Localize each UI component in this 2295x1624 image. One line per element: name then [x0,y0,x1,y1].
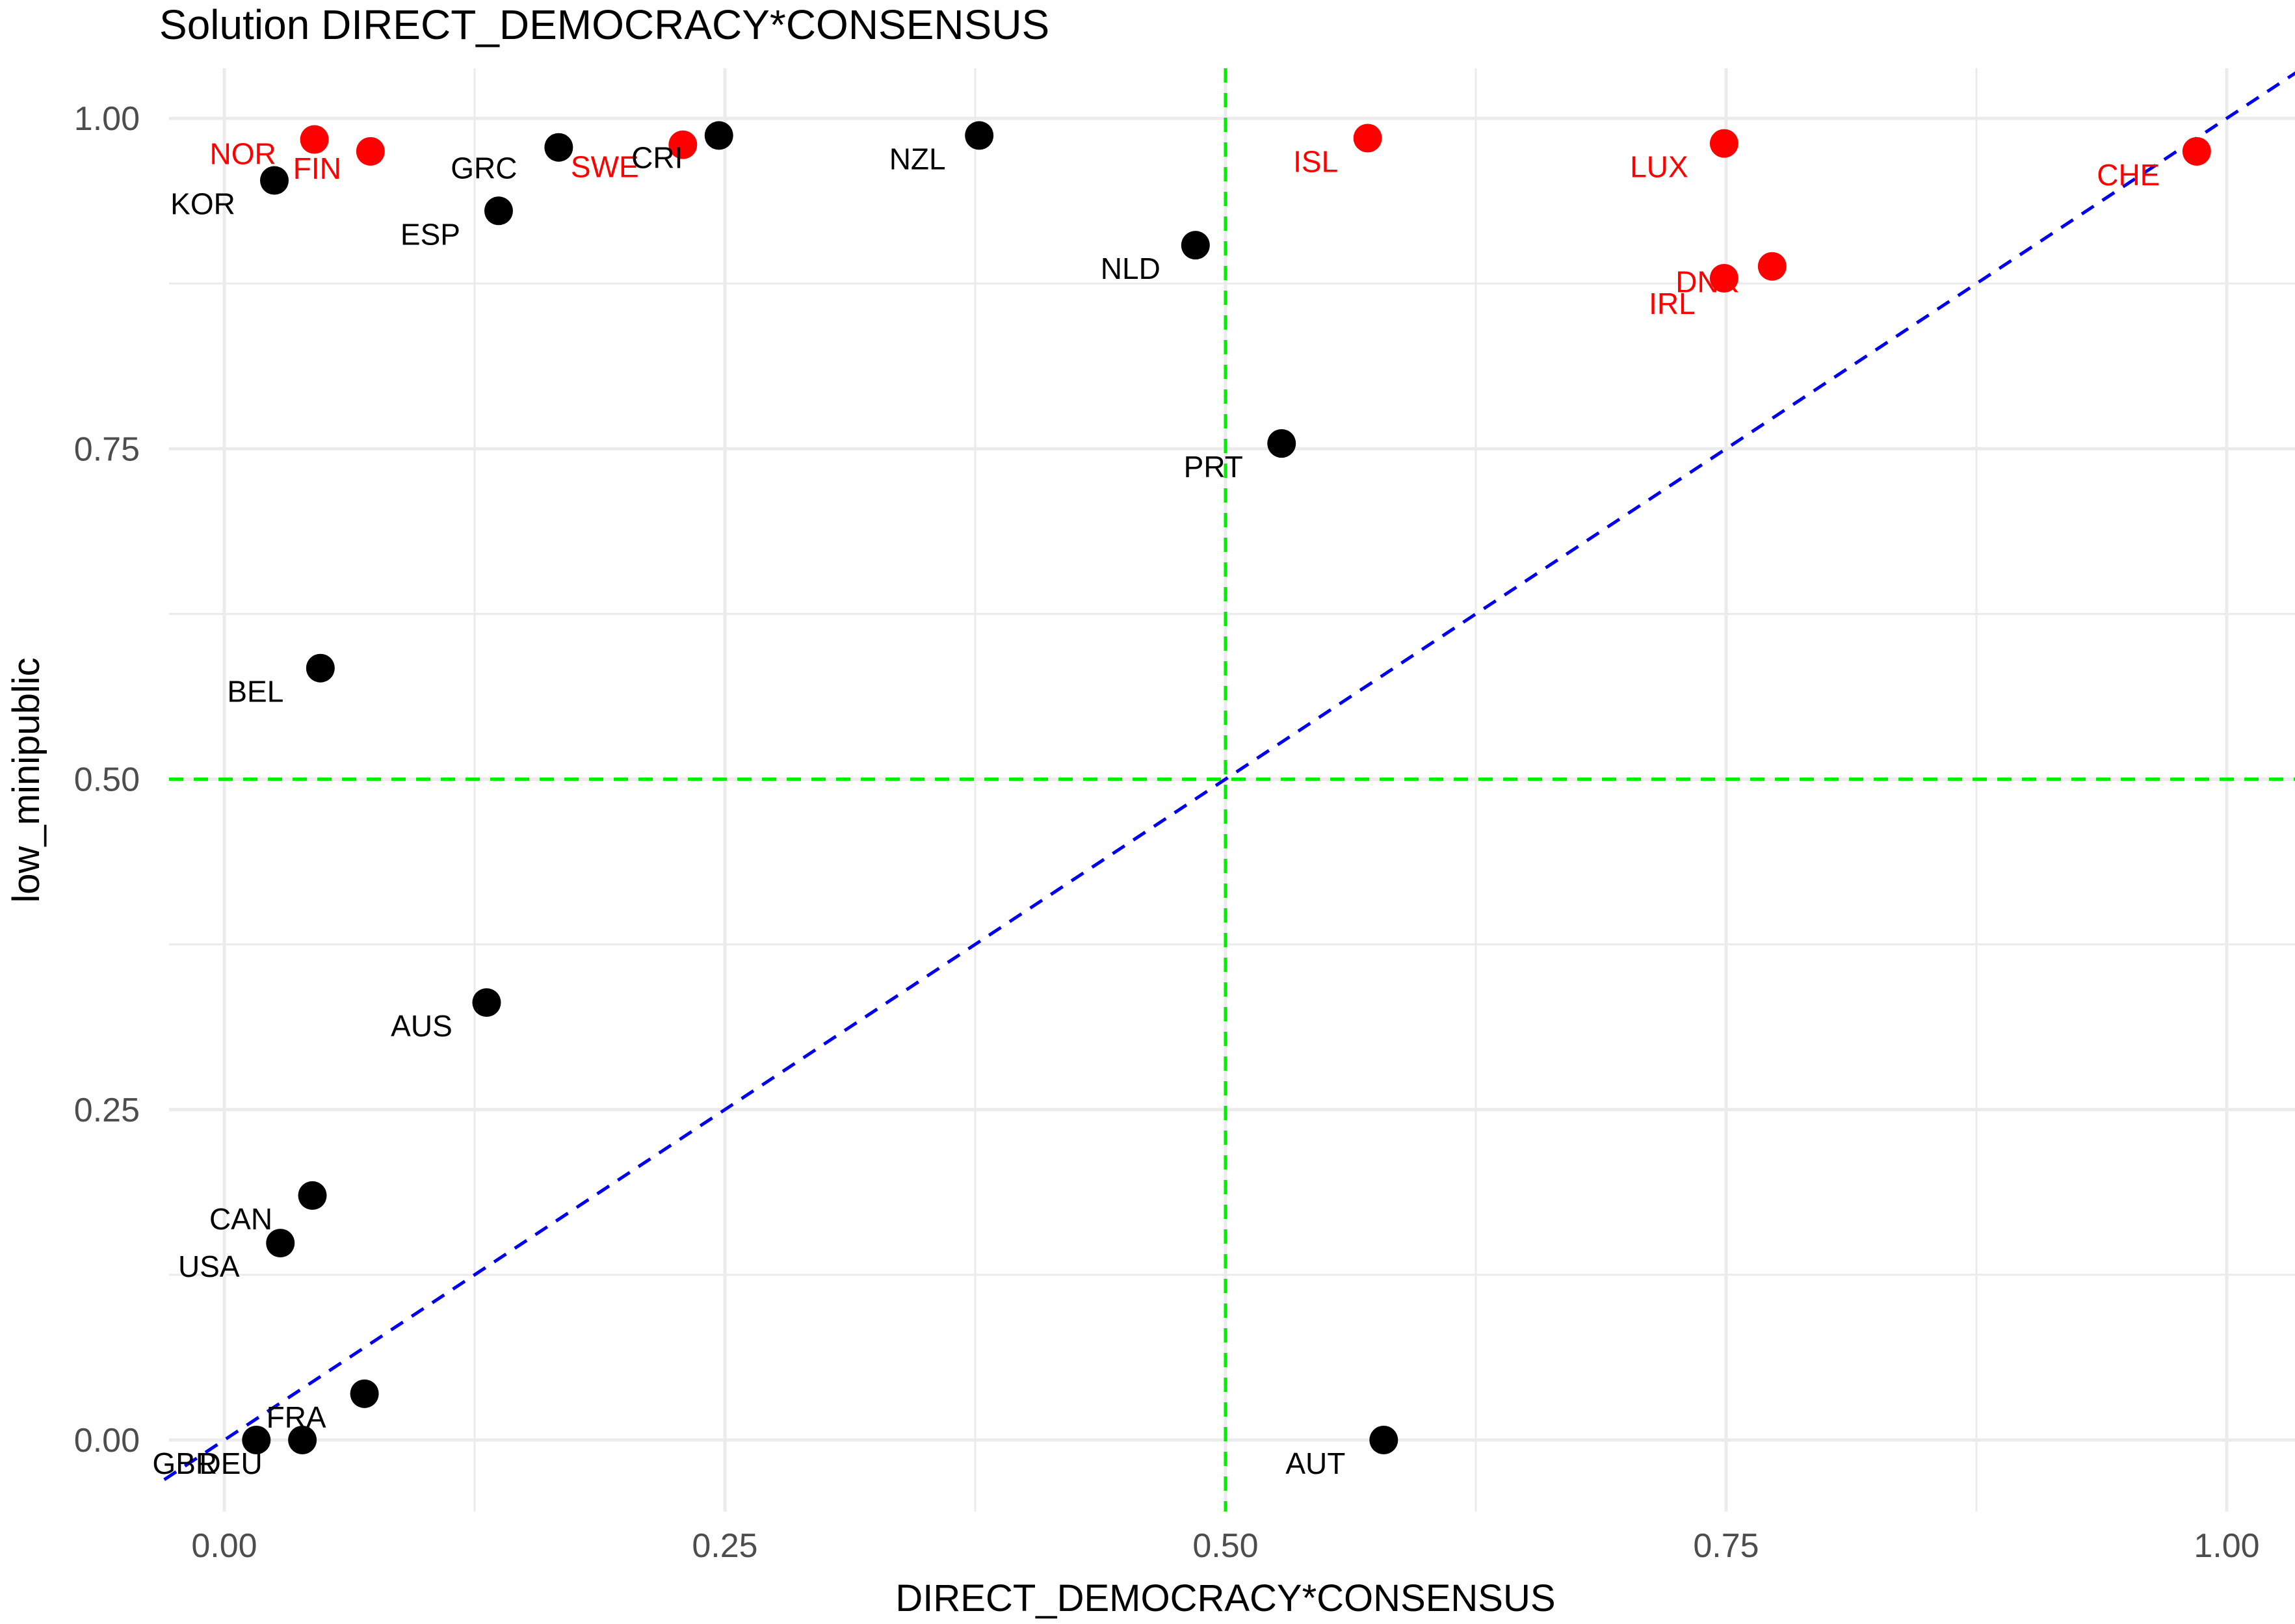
data-point-dnk [1757,252,1787,281]
data-point-grc [544,133,573,162]
y-tick-label: 0.25 [74,1092,140,1129]
data-point-aut [1369,1426,1398,1454]
x-tick-label: 0.50 [1192,1527,1258,1565]
chart-title: Solution DIRECT_DEMOCRACY*CONSENSUS [159,1,1049,48]
data-point-prt [1267,429,1296,458]
point-label-dnk: DNK [1675,265,1738,299]
data-point-usa [266,1229,295,1258]
point-label-fra: FRA [267,1400,326,1434]
y-axis-ticks: 0.00 0.25 0.50 0.75 1.00 [74,100,140,1460]
x-axis-ticks: 0.00 0.25 0.50 0.75 1.00 [191,1527,2259,1565]
data-point-kor [260,166,289,195]
point-label-cri: CRI [631,140,683,174]
point-label-gbr: GBR [152,1447,217,1480]
data-point-lux [1709,129,1738,158]
point-label-kor: KOR [170,187,235,221]
x-tick-label: 0.25 [692,1527,757,1565]
data-point-aus [472,988,501,1017]
data-point-isl [1353,124,1382,153]
data-point-fra [350,1379,379,1408]
data-point-nor [300,125,329,154]
y-tick-label: 1.00 [74,100,140,138]
point-label-fin: FIN [293,151,341,185]
point-label-nzl: NZL [889,142,946,176]
point-label-grc: GRC [451,151,517,185]
data-point-esp [484,196,513,226]
data-point-gbr [242,1426,271,1454]
data-point-cri [704,121,733,150]
point-label-bel: BEL [227,675,283,709]
point-label-aus: AUS [391,1009,452,1043]
data-point-che [2182,137,2211,166]
x-tick-label: 0.00 [191,1527,257,1565]
point-label-swe: SWE [571,150,639,184]
point-label-irl: IRL [1649,287,1696,321]
data-point-deu [288,1426,317,1454]
point-label-nld: NLD [1101,252,1161,285]
point-label-aut: AUT [1285,1447,1345,1480]
point-label-esp: ESP [400,217,460,251]
data-point-nld [1181,231,1210,260]
diagonal-reference-line [163,71,2295,1482]
x-tick-label: 1.00 [2194,1527,2259,1565]
grid-lines [169,68,2295,1512]
point-label-deu: DEU [200,1447,263,1480]
data-point-bel [306,653,335,683]
point-label-usa: USA [178,1250,240,1283]
y-tick-label: 0.50 [74,761,140,799]
point-label-prt: PRT [1184,450,1243,484]
reference-lines [163,68,2295,1512]
x-axis-title: DIRECT_DEMOCRACY*CONSENSUS [895,1577,1555,1619]
point-label-lux: LUX [1630,150,1688,184]
y-tick-label: 0.00 [74,1422,140,1460]
data-points [242,121,2211,1454]
y-tick-label: 0.75 [74,430,140,468]
data-point-irl [1709,263,1738,293]
data-point-nzl [965,121,994,150]
point-label-che: CHE [2097,158,2160,192]
data-point-can [298,1181,327,1210]
point-label-nor: NOR [209,137,276,171]
x-tick-label: 0.75 [1693,1527,1759,1565]
point-label-can: CAN [209,1202,272,1236]
point-label-isl: ISL [1293,144,1338,178]
y-axis-title: low_minipublic [5,657,47,902]
data-point-swe [668,130,698,159]
data-point-fin [356,137,385,166]
